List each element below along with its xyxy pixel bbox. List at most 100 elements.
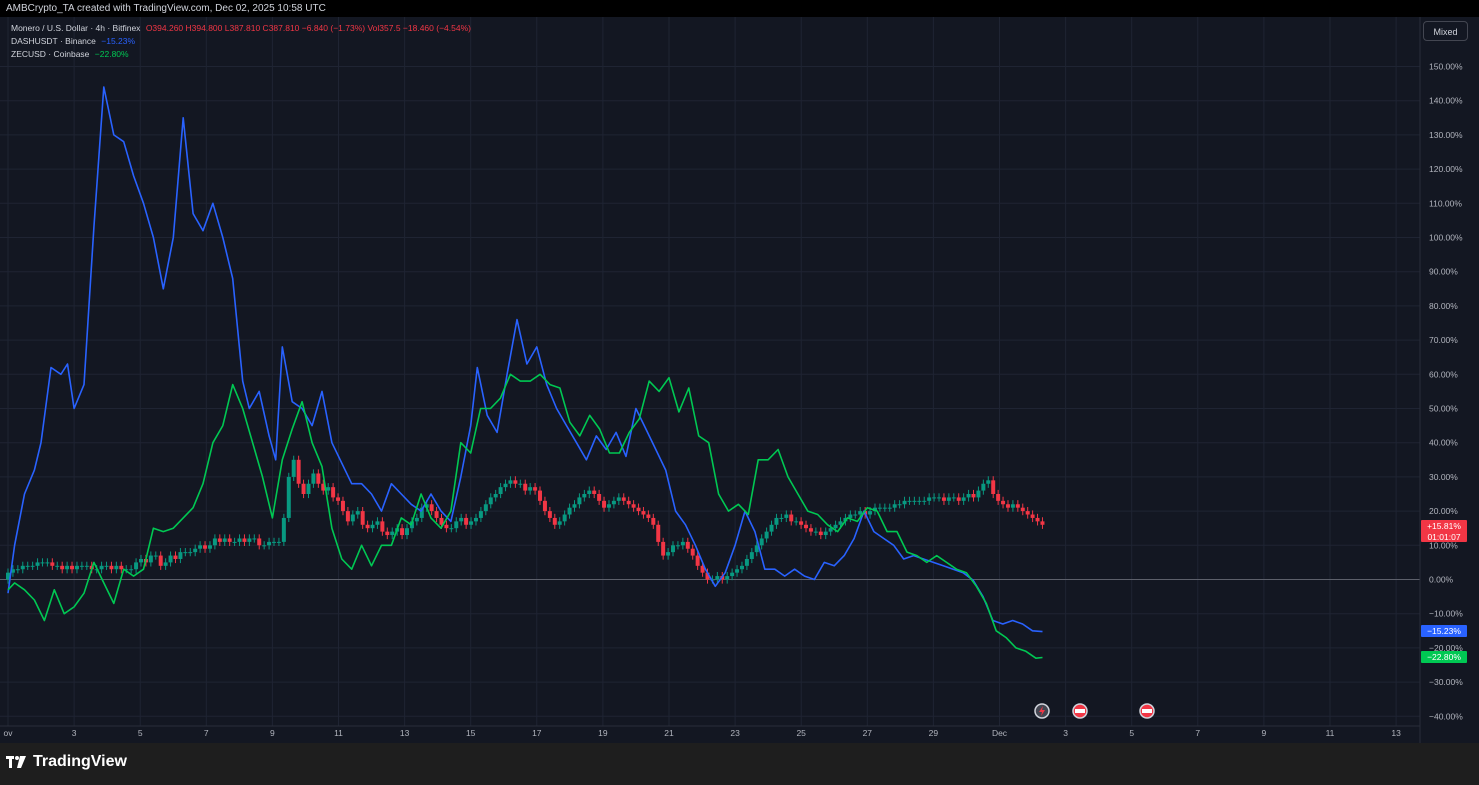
x-tick-label: 11 — [334, 728, 343, 738]
us-flag-event-icon[interactable] — [1139, 703, 1155, 719]
candle-body — [700, 565, 705, 573]
candle-body — [833, 524, 838, 529]
candle-body — [794, 521, 799, 523]
candle-body — [134, 562, 139, 570]
candle-body — [153, 555, 158, 557]
legend-main-title: Monero / U.S. Dollar · 4h · Bitfinex — [11, 23, 141, 33]
y-tick-label: 110.00% — [1429, 198, 1462, 208]
candle-body — [124, 569, 129, 571]
candle-body — [444, 524, 449, 529]
y-tick-label: 60.00% — [1429, 369, 1458, 379]
x-tick-label: 13 — [1391, 728, 1401, 738]
candle-body — [400, 528, 405, 536]
candle-body — [641, 511, 646, 515]
y-tick-label: 90.00% — [1429, 267, 1458, 277]
candle-body — [488, 497, 493, 505]
candle-body — [759, 538, 764, 546]
x-tick-label: 3 — [72, 728, 77, 738]
candle-body — [331, 487, 336, 498]
candle-body — [321, 483, 326, 491]
candle-body — [907, 500, 912, 502]
candle-body — [621, 497, 626, 501]
candle-body — [336, 497, 341, 501]
candle-body — [434, 511, 439, 518]
candle-body — [917, 500, 922, 502]
tradingview-logo-text: TradingView — [33, 753, 127, 770]
candle-body — [552, 517, 557, 525]
zec-price-badge-text: −22.80% — [1427, 652, 1461, 662]
x-tick-label: 19 — [598, 728, 608, 738]
candle-body — [823, 531, 828, 536]
candle-body — [981, 483, 986, 491]
candle-body — [675, 545, 680, 547]
candle-body — [661, 541, 666, 556]
x-tick-label: 21 — [664, 728, 674, 738]
candle-body — [808, 528, 813, 532]
y-tick-label: 70.00% — [1429, 335, 1458, 345]
y-tick-label: −30.00% — [1429, 677, 1463, 687]
y-tick-label: 50.00% — [1429, 404, 1458, 414]
y-tick-label: 80.00% — [1429, 301, 1458, 311]
chart-area[interactable]: −40.00% −30.00% −20.00% −10.00% 0.00% 10.00% 2… — [0, 17, 1479, 743]
lightning-event-icon[interactable] — [1034, 703, 1050, 719]
price-badges: +15.81%01:01:07 −15.23% −22.80% — [1421, 520, 1467, 663]
candle-body — [538, 490, 543, 501]
candle-body — [671, 545, 676, 553]
candle-body — [173, 555, 178, 559]
legend-zec-value: −22.80% — [94, 49, 129, 59]
candle-body — [858, 511, 863, 515]
candle-body — [30, 565, 35, 567]
candle-body — [84, 565, 89, 567]
candle-body — [513, 480, 518, 484]
candle-body — [799, 521, 804, 525]
candle-body — [744, 558, 749, 566]
candle-body — [774, 517, 779, 525]
candle-body — [498, 487, 503, 494]
price-chart[interactable]: −40.00% −30.00% −20.00% −10.00% 0.00% 10.00% 2… — [0, 17, 1479, 743]
candle-body — [375, 521, 380, 525]
candle-body — [695, 555, 700, 566]
candle-body — [227, 538, 232, 542]
candle-body — [148, 555, 153, 563]
legend-zec[interactable]: ZECUSD · Coinbase −22.80% — [11, 49, 129, 59]
candle-body — [542, 500, 547, 512]
candle-body — [385, 531, 390, 536]
tradingview-logo[interactable]: TradingView — [6, 753, 127, 771]
candle-body — [680, 541, 685, 546]
candle-body — [912, 500, 917, 502]
candle-body — [932, 497, 937, 499]
scale-mode-button[interactable]: Mixed — [1423, 21, 1468, 41]
x-tick-label: 13 — [400, 728, 410, 738]
candle-body — [872, 507, 877, 512]
xmr-price-badge-text: +15.81% — [1427, 521, 1461, 531]
candle-body — [217, 538, 222, 542]
candle-body — [207, 545, 212, 549]
x-tick-label: 5 — [1129, 728, 1134, 738]
candle-body — [1001, 500, 1006, 505]
candle-body — [572, 504, 577, 508]
candle-body — [656, 524, 661, 542]
y-tick-label: 20.00% — [1429, 506, 1458, 516]
candle-body — [971, 494, 976, 498]
candle-body — [158, 555, 163, 566]
dash-price-badge-text: −15.23% — [1427, 626, 1461, 636]
candle-body — [503, 483, 508, 488]
candle-body — [429, 504, 434, 512]
candle-body — [1005, 504, 1010, 508]
candle-body — [882, 507, 887, 509]
candle-body — [247, 538, 252, 542]
x-tick-label: 25 — [796, 728, 806, 738]
candle-body — [922, 500, 927, 502]
candle-body — [478, 511, 483, 518]
candle-body — [281, 517, 286, 542]
candle-body — [838, 521, 843, 525]
candle-body — [877, 507, 882, 509]
candle-body — [646, 514, 651, 518]
candle-body — [242, 538, 247, 542]
us-flag-event-icon[interactable] — [1072, 703, 1088, 719]
candle-body — [651, 517, 656, 525]
candle-body — [20, 565, 25, 570]
legend-dash[interactable]: DASHUSDT · Binance −15.23% — [11, 36, 135, 46]
candle-body — [986, 480, 991, 484]
candle-body — [222, 538, 227, 542]
